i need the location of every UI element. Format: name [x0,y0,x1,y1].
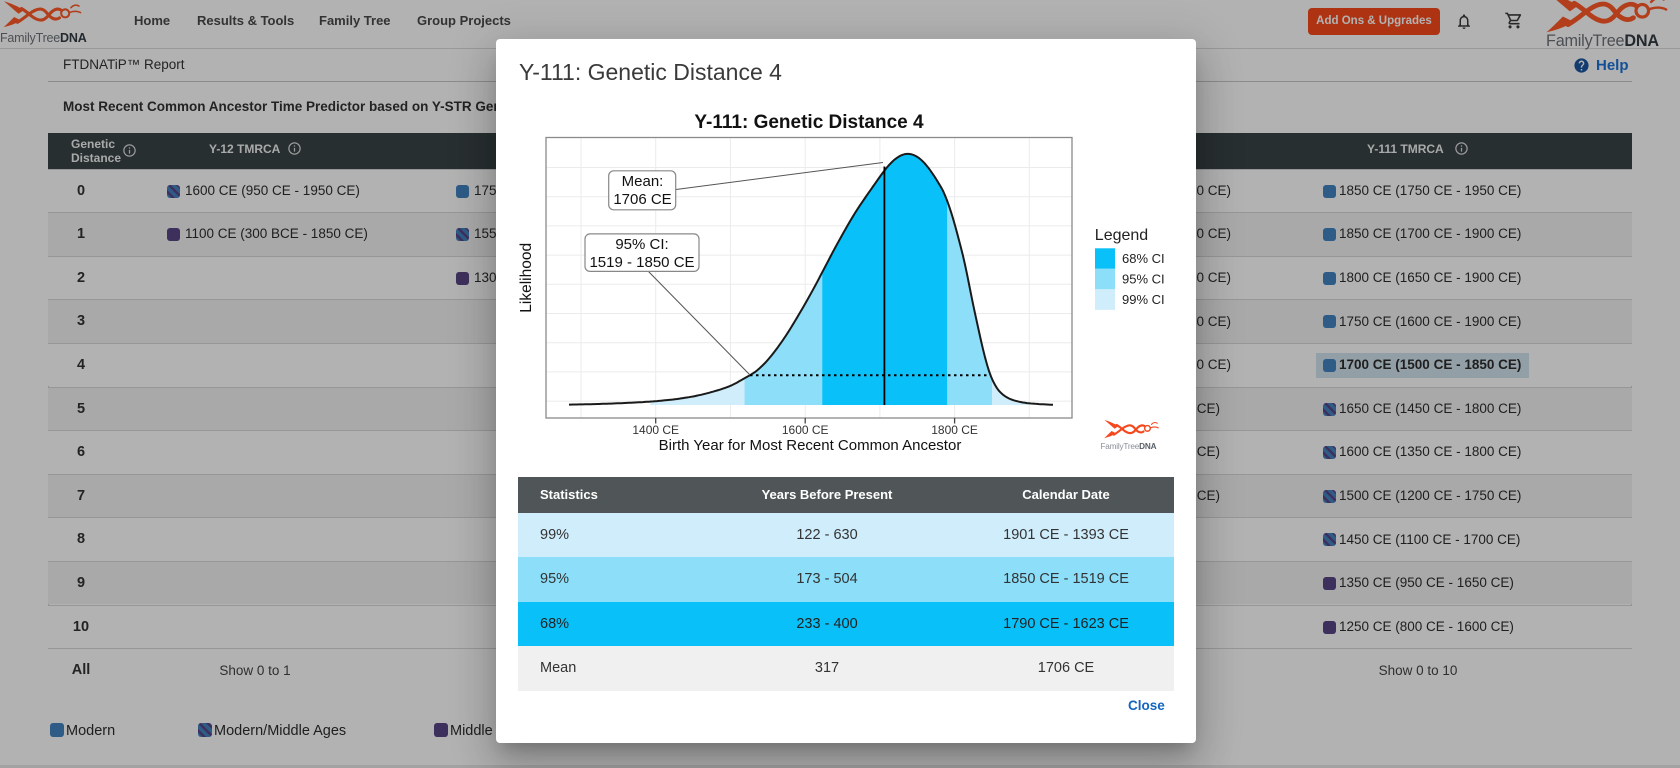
svg-text:Mean:: Mean: [622,173,664,190]
svg-text:Likelihood: Likelihood [518,242,535,312]
svg-text:95% CI: 95% CI [1122,271,1165,286]
svg-text:1400 CE: 1400 CE [632,423,679,437]
svg-text:1706 CE: 1706 CE [613,191,671,208]
svg-text:Birth Year for Most Recent Com: Birth Year for Most Recent Common Ancest… [659,437,962,454]
svg-text:1800 CE: 1800 CE [931,423,978,437]
svg-text:99% CI: 99% CI [1122,291,1165,306]
svg-text:68% CI: 68% CI [1122,250,1165,265]
svg-text:95% CI:: 95% CI: [615,236,668,253]
svg-text:1600 CE: 1600 CE [782,423,829,437]
svg-text:Legend: Legend [1095,227,1148,244]
svg-text:1519 - 1850 CE: 1519 - 1850 CE [589,254,694,271]
